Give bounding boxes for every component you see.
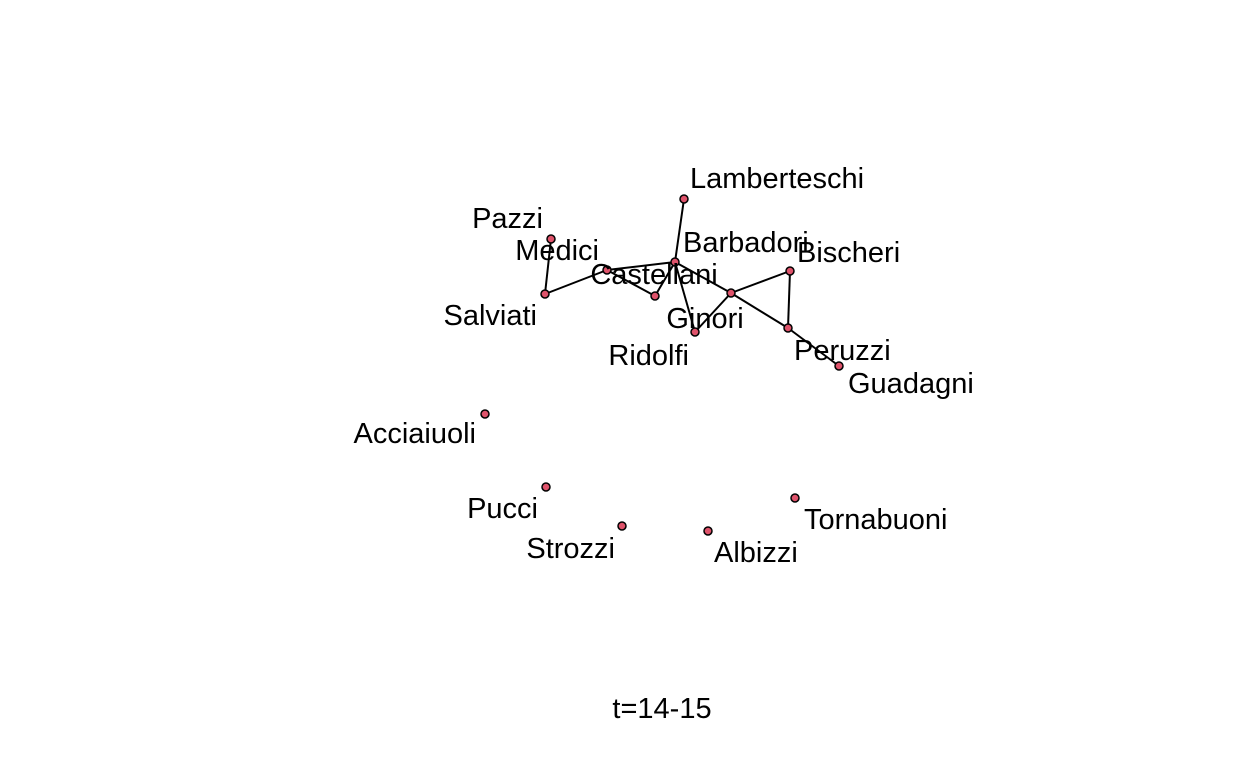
edge-ginori-bischeri bbox=[730, 270, 791, 294]
node-label-tornabuoni: Tornabuoni bbox=[804, 504, 948, 536]
edge-castellani-barbadori bbox=[654, 261, 676, 297]
node-label-albizzi: Albizzi bbox=[714, 537, 798, 569]
node-tornabuoni bbox=[790, 493, 800, 503]
node-label-castellani: Castellani bbox=[590, 259, 717, 291]
node-label-pucci: Pucci bbox=[467, 493, 538, 525]
node-guadagni bbox=[834, 361, 844, 371]
node-albizzi bbox=[703, 526, 713, 536]
node-label-peruzzi: Peruzzi bbox=[794, 335, 891, 367]
edge-peruzzi-guadagni bbox=[787, 327, 840, 367]
edge-barbadori-ridolfi bbox=[674, 261, 696, 333]
edge-pazzi-salviati bbox=[544, 238, 552, 295]
time-caption: t=14-15 bbox=[612, 693, 711, 725]
edge-ginori-ridolfi bbox=[694, 292, 732, 333]
edge-lamberteschi-barbadori bbox=[674, 198, 685, 263]
node-medici bbox=[602, 265, 612, 275]
node-label-bischeri: Bischeri bbox=[797, 237, 900, 269]
node-bischeri bbox=[785, 266, 795, 276]
node-salviati bbox=[540, 289, 550, 299]
node-ridolfi bbox=[690, 327, 700, 337]
node-lamberteschi bbox=[679, 194, 689, 204]
node-acciaiuoli bbox=[480, 409, 490, 419]
node-label-medici: Medici bbox=[515, 235, 599, 267]
node-pucci bbox=[541, 482, 551, 492]
node-label-acciaiuoli: Acciaiuoli bbox=[354, 418, 477, 450]
node-barbadori bbox=[670, 257, 680, 267]
node-label-guadagni: Guadagni bbox=[848, 368, 974, 400]
node-label-salviati: Salviati bbox=[444, 300, 538, 332]
node-label-ridolfi: Ridolfi bbox=[608, 340, 689, 372]
node-label-pazzi: Pazzi bbox=[472, 203, 543, 235]
edges-layer bbox=[544, 198, 840, 367]
node-label-barbadori: Barbadori bbox=[683, 227, 809, 259]
node-label-strozzi: Strozzi bbox=[526, 533, 615, 565]
edge-medici-barbadori bbox=[606, 261, 676, 271]
edge-ginori-peruzzi bbox=[730, 292, 789, 329]
node-peruzzi bbox=[783, 323, 793, 333]
node-label-lamberteschi: Lamberteschi bbox=[690, 163, 864, 195]
node-strozzi bbox=[617, 521, 627, 531]
edge-bischeri-peruzzi bbox=[787, 270, 791, 329]
nodes-layer bbox=[480, 194, 844, 536]
edge-barbadori-ginori bbox=[674, 261, 732, 294]
node-pazzi bbox=[546, 234, 556, 244]
node-label-ginori: Ginori bbox=[666, 303, 743, 335]
edge-medici-castellani bbox=[606, 269, 656, 297]
edge-salviati-medici bbox=[544, 269, 608, 295]
node-castellani bbox=[650, 291, 660, 301]
node-ginori bbox=[726, 288, 736, 298]
